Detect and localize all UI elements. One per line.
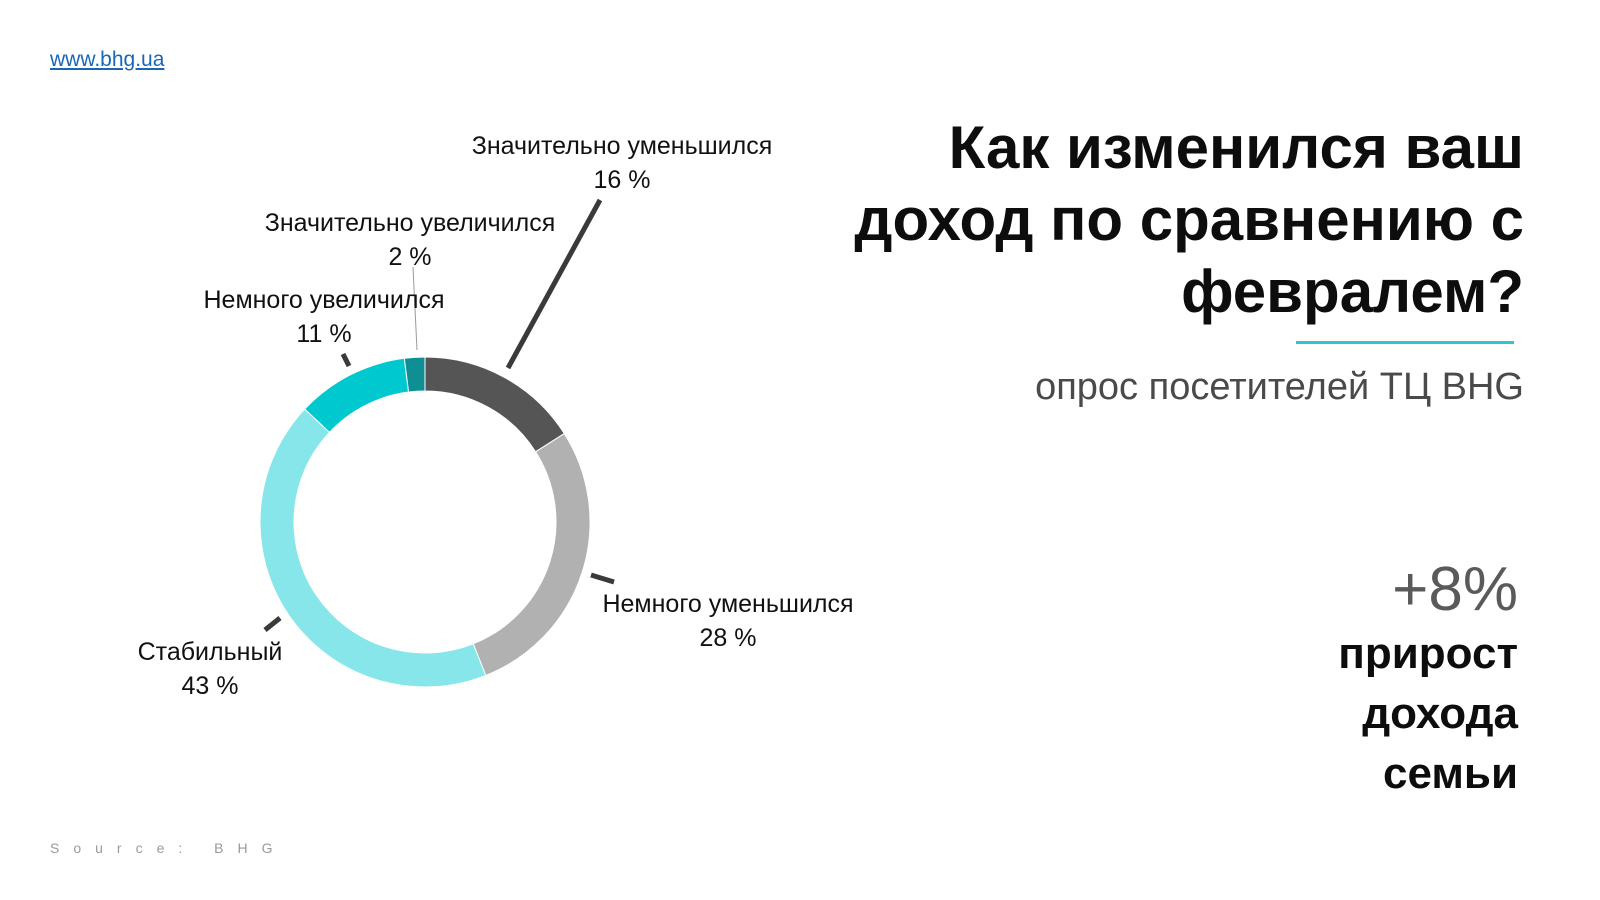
label-leader-line	[263, 616, 282, 632]
donut-slice	[403, 356, 426, 393]
income-growth-value: +8%	[1392, 555, 1518, 624]
donut-slice	[259, 408, 487, 688]
label-leader-line	[505, 198, 603, 370]
slice-category-label: Значительно уменьшился	[472, 132, 773, 160]
slice-value-label: 28 %	[700, 624, 757, 652]
slice-category-label: Стабильный	[138, 638, 283, 666]
slice-value-label: 11 %	[296, 320, 351, 348]
donut-slice	[472, 432, 591, 677]
slice-category-label: Значительно увеличился	[265, 209, 556, 237]
page-title: Как изменился ваш доход по сравнению с ф…	[854, 114, 1524, 325]
slice-category-label: Немного увеличился	[203, 286, 444, 314]
donut-slice	[304, 357, 410, 434]
site-link[interactable]: www.bhg.ua	[50, 48, 165, 71]
slice-value-label: 43 %	[182, 672, 239, 700]
label-leader-lines	[263, 198, 615, 632]
label-leader-line	[340, 352, 352, 368]
income-growth-caption-line: дохода	[1362, 689, 1518, 738]
slice-labels: Значительно уменьшился 16 % Немного уменьш…	[138, 132, 854, 700]
label-leader-line	[412, 266, 418, 351]
label-leader-line	[590, 572, 615, 585]
donut-chart: Значительно уменьшился 16 % Немного уменьш…	[138, 132, 854, 700]
donut-slice	[424, 356, 566, 453]
slice-category-label: Немного уменьшился	[602, 590, 853, 618]
income-growth-caption: прирост дохода семьи	[1198, 624, 1518, 804]
income-growth-caption-line: прирост	[1338, 629, 1518, 678]
page-subtitle: опрос посетителей ТЦ BHG	[1035, 366, 1524, 408]
slice-value-label: 16 %	[594, 166, 651, 194]
slice-value-label: 2 %	[388, 243, 431, 271]
income-growth-caption-line: семьи	[1382, 749, 1518, 798]
title-accent-line	[1296, 341, 1514, 344]
source-note: Source: BHG	[50, 840, 287, 856]
donut-slices	[259, 356, 591, 688]
